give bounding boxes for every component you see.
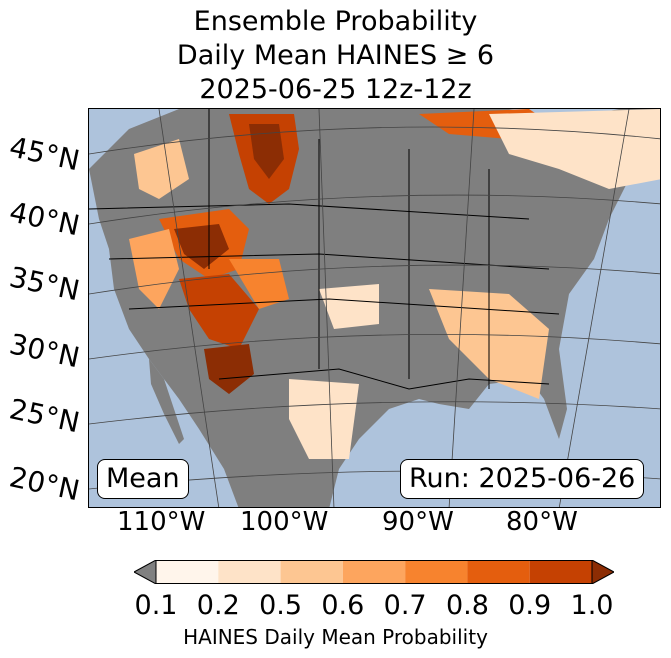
colorbar-tick-label: 0.5 xyxy=(259,590,303,621)
colorbar-under-arrow xyxy=(134,560,157,584)
lon-label-100: 100°W xyxy=(240,507,329,537)
mean-label-box: Mean xyxy=(97,459,189,499)
colorbar-tick-label: 0.8 xyxy=(445,590,489,621)
border-lines xyxy=(89,109,560,390)
probability-patches xyxy=(129,109,660,459)
title-line-2: Daily Mean HAINES ≥ 6 xyxy=(176,40,495,71)
lat-label-40: 40°N xyxy=(6,195,83,243)
colorbar-segment xyxy=(405,560,468,584)
lon-label-80: 80°W xyxy=(506,507,578,537)
colorbar-segment xyxy=(342,560,406,584)
colorbar-tick-label: 0.2 xyxy=(196,590,240,621)
map-canvas xyxy=(89,109,660,507)
graticule xyxy=(89,109,660,507)
colorbar-segment xyxy=(280,560,343,584)
lat-label-30: 30°N xyxy=(6,327,83,375)
lat-label-25: 25°N xyxy=(6,392,83,440)
colorbar xyxy=(134,560,614,584)
title-line-1: Ensemble Probability xyxy=(193,6,478,37)
colorbar-tick-label: 1.0 xyxy=(570,590,614,621)
title-line-3: 2025-06-25 12z-12z xyxy=(199,74,472,105)
colorbar-tick-label: 0.9 xyxy=(508,590,552,621)
colorbar-tick-label: 0.7 xyxy=(383,590,427,621)
colorbar-tick-label: 0.1 xyxy=(134,590,178,621)
baja-peninsula xyxy=(149,359,184,444)
run-label-box: Run: 2025-06-26 xyxy=(400,459,645,499)
lat-label-20: 20°N xyxy=(6,460,83,508)
colorbar-segment xyxy=(529,560,592,584)
colorbar-over-arrow xyxy=(591,560,614,584)
colorbar-tick-label: 0.6 xyxy=(321,590,365,621)
colorbar-segment xyxy=(156,560,219,584)
lat-label-45: 45°N xyxy=(6,130,83,178)
lon-label-110: 110°W xyxy=(117,507,206,537)
colorbar-segment xyxy=(467,560,530,584)
map-panel xyxy=(88,108,661,508)
colorbar-label: HAINES Daily Mean Probability xyxy=(183,625,488,649)
colorbar-segment xyxy=(218,560,281,584)
lon-label-90: 90°W xyxy=(382,507,454,537)
lat-label-35: 35°N xyxy=(6,260,83,308)
colorbar-segments xyxy=(156,560,592,584)
